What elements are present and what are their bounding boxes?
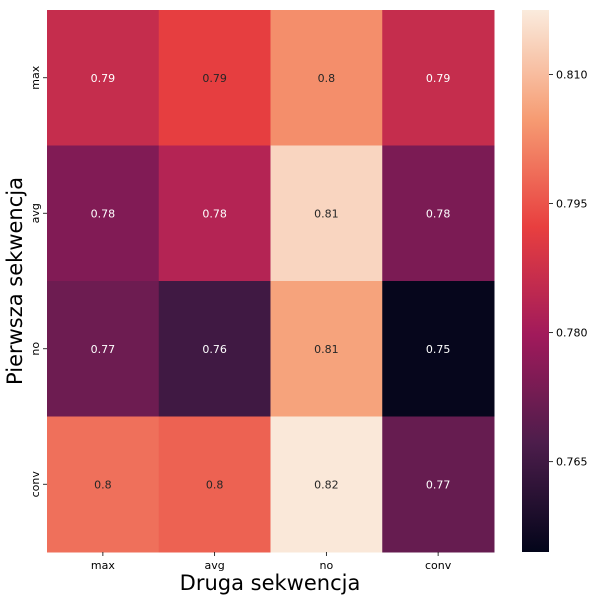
heatmap-cell [382,10,495,146]
cell-annotation: 0.78 [426,207,451,220]
cell-annotation: 0.75 [426,343,451,356]
heatmap-cell [47,145,160,282]
x-tick-label: conv [425,559,452,572]
colorbar-tick-label: 0.780 [556,327,588,340]
cell-annotation: 0.77 [91,343,116,356]
cell-annotation: 0.81 [314,207,339,220]
cell-annotation: 0.8 [94,478,112,491]
x-tick-label: no [320,559,334,572]
cell-annotation: 0.79 [426,72,451,85]
heatmap-cell [270,10,383,146]
heatmap-cell [382,281,495,417]
y-axis-label: Pierwsza sekwencja [3,177,27,385]
cell-annotation: 0.79 [91,72,116,85]
heatmap-cell [47,416,160,553]
heatmap-cell [158,281,271,417]
heatmap-cell [270,281,383,417]
heatmap-cell [270,416,383,553]
x-tick-label: max [91,559,115,572]
colorbar-tick-label: 0.765 [556,456,588,469]
y-tick-label: avg [29,203,42,223]
heatmap-cell [47,10,160,146]
heatmap-cell [158,10,271,146]
cell-annotation: 0.78 [202,207,227,220]
y-axis-ticks: max avg no conv [29,65,47,497]
colorbar-tick-label: 0.810 [556,69,588,82]
x-axis-ticks: max avg no conv [91,552,452,572]
heatmap-cell [158,416,271,553]
cell-annotation: 0.77 [426,478,451,491]
heatmap-cell [270,145,383,282]
cell-annotation: 0.78 [91,207,116,220]
cell-annotation: 0.81 [314,343,339,356]
cell-annotation: 0.79 [202,72,227,85]
heatmap-cell [382,416,495,553]
cell-annotation: 0.8 [318,72,336,85]
x-tick-label: avg [205,559,225,572]
heatmap-cell [382,145,495,282]
cell-annotations: 0.79 0.79 0.8 0.79 0.78 0.78 0.81 0.78 0.77 0.76 0… [91,72,451,492]
y-tick-label: conv [29,471,42,498]
colorbar: 0.765 0.780 0.795 0.810 [522,10,588,552]
cell-annotation: 0.8 [206,478,224,491]
cell-annotation: 0.76 [202,343,227,356]
x-axis-label: Druga sekwencja [180,571,361,595]
y-tick-label: no [29,342,42,356]
colorbar-tick-label: 0.795 [556,198,588,211]
colorbar-gradient [522,10,549,552]
cell-annotation: 0.82 [314,478,339,491]
y-tick-label: max [29,65,42,89]
heatmap-cell [158,145,271,282]
heatmap-cell [47,281,160,417]
heatmap-cells [47,10,495,553]
